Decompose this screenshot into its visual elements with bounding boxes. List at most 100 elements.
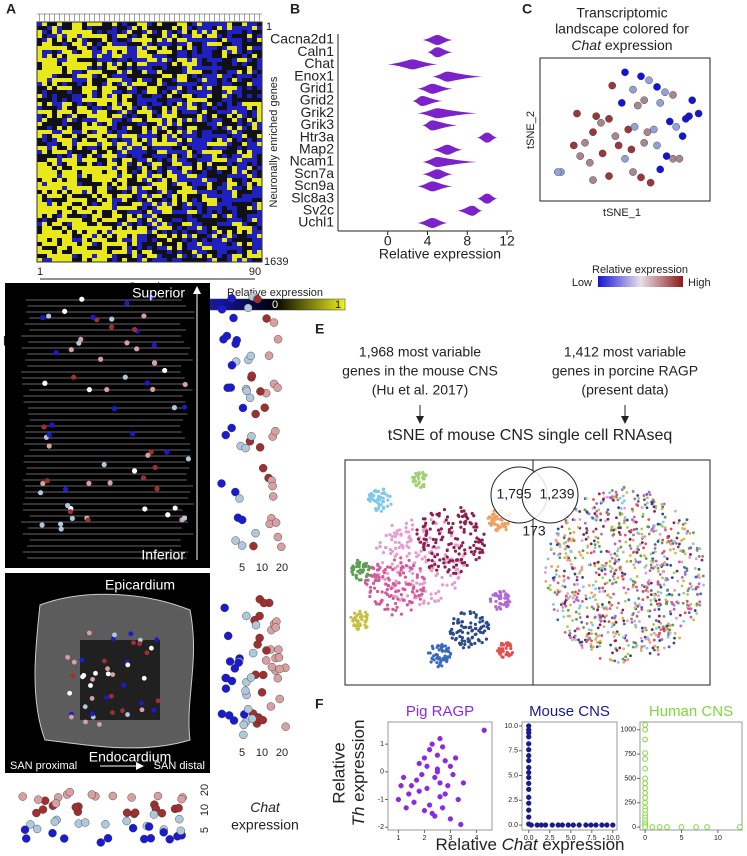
heatmap-cell <box>67 190 72 194</box>
heatmap-cell <box>57 214 62 218</box>
cell-dot <box>650 500 654 504</box>
heatmap-cell <box>182 166 187 170</box>
cell-dot <box>449 534 454 538</box>
heatmap-cell <box>127 166 132 170</box>
heatmap-cell <box>242 222 247 226</box>
cell-dot <box>469 621 473 625</box>
heatmap-cell <box>222 254 227 258</box>
cell-dot <box>672 571 676 575</box>
cell-dot <box>550 565 553 568</box>
heatmap-cell <box>182 50 187 54</box>
cell-dot <box>383 607 387 611</box>
heatmap-cell <box>57 198 62 202</box>
cell-dot <box>593 543 597 547</box>
heatmap-cell <box>237 38 242 42</box>
tsne-point <box>666 117 674 126</box>
cell-dot <box>557 590 560 594</box>
heatmap-cell <box>92 178 97 182</box>
heatmap-cell <box>97 194 102 198</box>
heatmap-cell <box>137 234 142 238</box>
heatmap-cell <box>97 238 102 242</box>
strip-dot <box>217 305 227 314</box>
heatmap-cell <box>47 158 52 162</box>
heatmap-cell <box>107 70 112 74</box>
heatmap-cell <box>172 142 177 146</box>
violin <box>477 132 498 143</box>
heatmap-cell <box>47 154 52 158</box>
heatmap-cell <box>202 234 207 238</box>
cell-dot <box>426 543 430 547</box>
heatmap-cell <box>82 242 87 246</box>
cell-dot <box>148 294 154 300</box>
heatmap-cell <box>122 214 127 218</box>
heatmap-cell <box>192 66 197 70</box>
heatmap-cell <box>52 194 57 198</box>
cell-dot <box>452 617 456 621</box>
heatmap-cell <box>197 186 202 190</box>
heatmap-cell <box>162 78 167 82</box>
cell-dot <box>683 573 687 576</box>
heatmap-cell <box>212 70 217 74</box>
cell-dot <box>598 590 602 594</box>
heatmap-cell <box>237 230 242 234</box>
cell-dot <box>610 556 614 560</box>
heatmap-cell <box>192 258 197 262</box>
tsne-point <box>661 88 669 97</box>
heatmap-cell <box>127 154 132 158</box>
violin <box>417 181 453 192</box>
heatmap-cell <box>237 186 242 190</box>
cell-dot <box>635 575 639 578</box>
cell-dot <box>586 551 589 555</box>
text-part: expression <box>605 37 673 53</box>
heatmap-cell <box>192 162 197 166</box>
heatmap-cell <box>217 226 222 230</box>
strip-dot <box>238 515 247 525</box>
cell-dot <box>605 510 609 514</box>
heatmap-cell <box>152 50 157 54</box>
heatmap-cell <box>252 206 257 210</box>
heatmap-cell <box>137 242 142 246</box>
cell-dot <box>680 560 684 564</box>
heatmap-cell <box>237 94 242 98</box>
heatmap-cell <box>162 190 167 194</box>
heatmap-cell <box>257 34 262 38</box>
heatmap-cell <box>162 210 167 214</box>
cell-dot <box>76 340 82 346</box>
heatmap-cell <box>207 202 212 206</box>
strip-tick: 20 <box>276 562 288 574</box>
cell-dot <box>68 347 74 353</box>
heatmap-cell <box>37 246 42 250</box>
heatmap-cell <box>162 30 167 34</box>
heatmap-cell <box>147 114 152 118</box>
cell-dot <box>653 546 657 550</box>
heatmap-cell <box>217 58 222 62</box>
heatmap-cell <box>72 138 77 142</box>
heatmap-cell <box>227 250 232 254</box>
heatmap-cell <box>67 50 72 54</box>
heatmap-cell <box>247 50 252 54</box>
cell-dot <box>494 605 498 609</box>
cell-dot <box>648 493 652 497</box>
heatmap-cell <box>237 142 242 146</box>
heatmap-cell <box>207 122 212 126</box>
cell-dot <box>415 528 419 532</box>
cell-dot <box>659 621 663 625</box>
heatmap-cell <box>247 182 252 186</box>
heatmap-cell <box>112 186 117 190</box>
heatmap-cell <box>227 150 232 154</box>
heatmap-cell <box>67 230 72 234</box>
heatmap-cell <box>142 166 147 170</box>
cell-dot <box>610 567 614 570</box>
heatmap-cell <box>167 98 172 102</box>
heatmap-cell <box>207 242 212 246</box>
heatmap-cell <box>237 118 242 122</box>
cell-dot <box>647 490 651 494</box>
tsne-point <box>589 128 597 136</box>
heatmap-cell <box>222 166 227 170</box>
cell-dot <box>181 515 188 521</box>
heatmap-cell <box>227 126 232 130</box>
cell-dot <box>355 614 359 618</box>
cell-dot <box>639 646 643 650</box>
heatmap-cell <box>82 210 87 214</box>
cell-dot <box>379 495 383 499</box>
